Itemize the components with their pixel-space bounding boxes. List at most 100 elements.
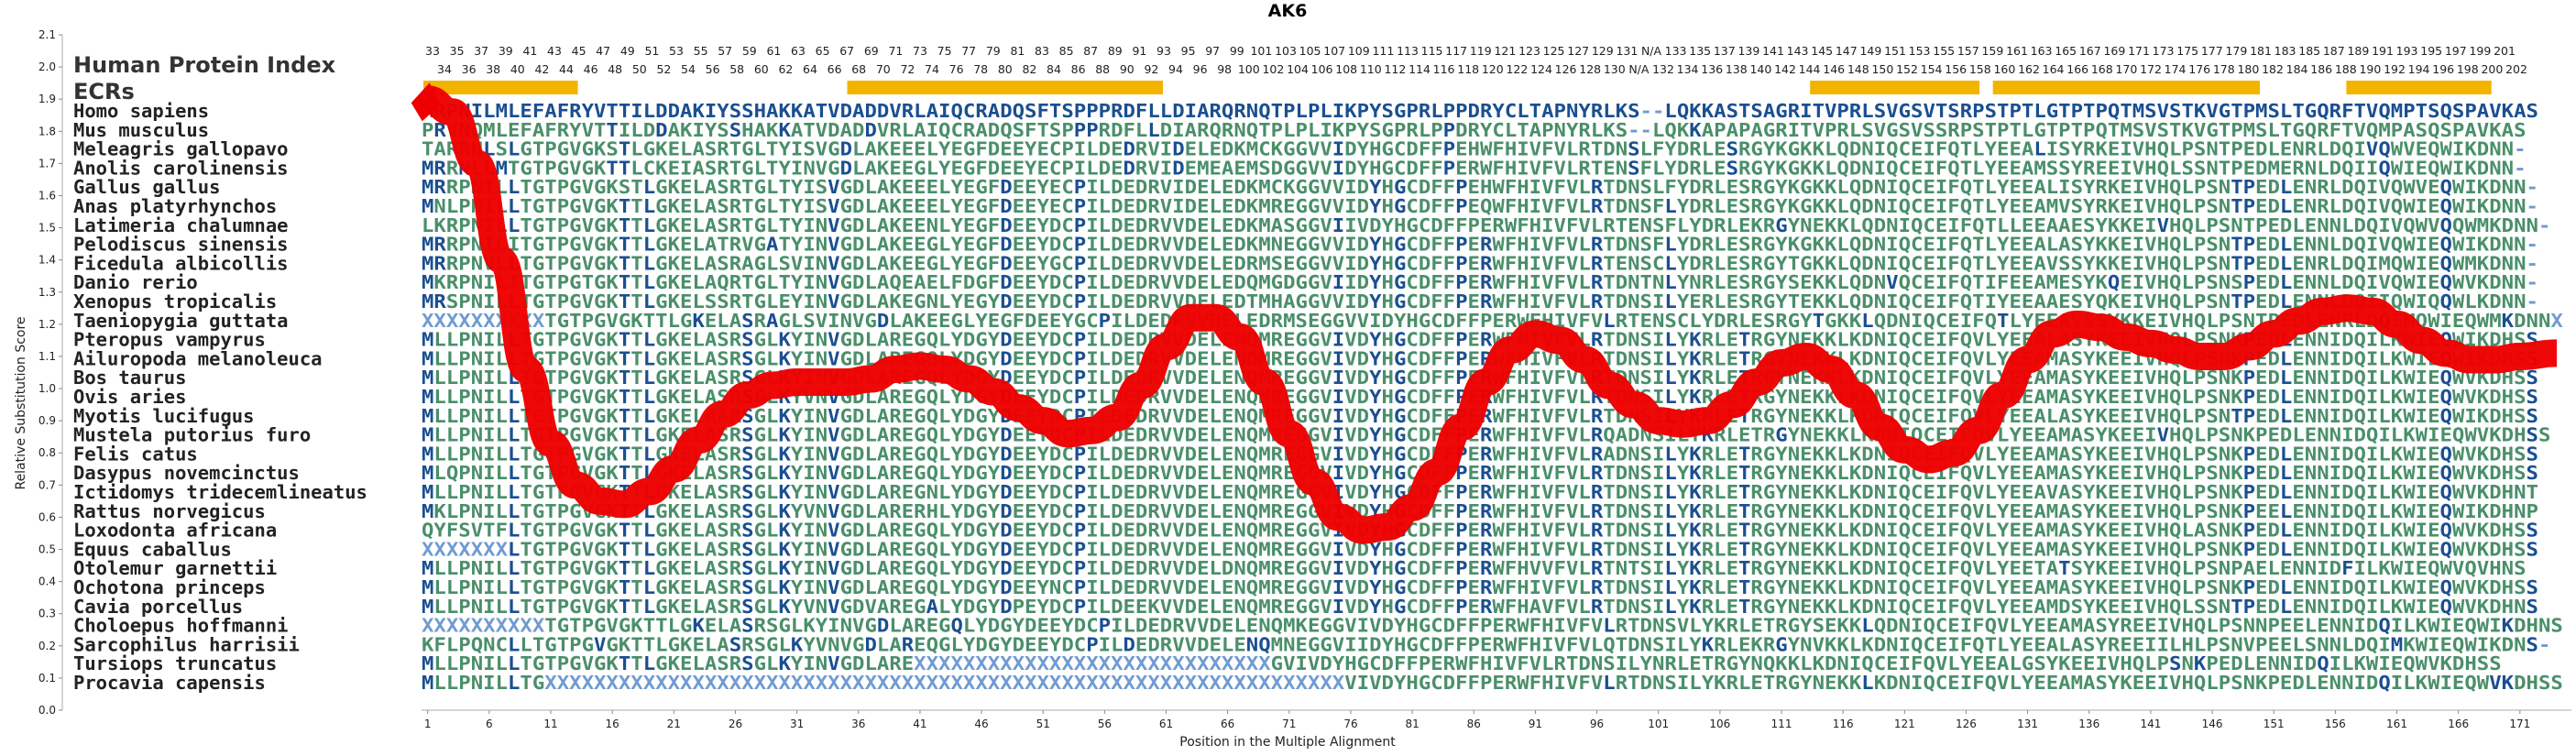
header-index-top: 67	[839, 44, 854, 58]
x-tick-label: 36	[851, 718, 865, 730]
header-index-bottom: 78	[973, 62, 988, 76]
header-index-top: 83	[1035, 44, 1049, 58]
x-tick-label: 161	[2386, 718, 2407, 730]
header-index-top: 51	[644, 44, 659, 58]
header-index-bottom: 50	[632, 62, 647, 76]
header-index-top: 161	[2006, 44, 2028, 58]
header-index-bottom: 114	[1409, 62, 1431, 76]
header-index-top: 103	[1275, 44, 1297, 58]
header-index-top: 121	[1494, 44, 1516, 58]
header-index-bottom: 126	[1555, 62, 1577, 76]
header-index-top: 155	[1933, 44, 1955, 58]
alignment-rows: Homo sapiens MRPNILMLEFAFRYVTTILDDAKIYSSH…	[73, 100, 2563, 694]
header-index-top: 145	[1811, 44, 1833, 58]
y-tick-label: 1.1	[38, 350, 56, 363]
species-label: Latimeria chalumnae	[73, 214, 289, 236]
species-label: Homo sapiens	[73, 100, 209, 122]
y-tick-label: 0.0	[38, 704, 56, 717]
sequence-row: MLLPNILLTGTPGVGKTTLGKELASRSGLKYINVGDLARE…	[422, 576, 2538, 598]
header-index-top: 75	[937, 44, 952, 58]
x-tick-label: 106	[1709, 718, 1730, 730]
header-index-bottom: 190	[2359, 62, 2381, 76]
y-tick-label: 1.3	[38, 286, 56, 299]
header-index-top: 157	[1957, 44, 1979, 58]
header-index-top: 59	[742, 44, 757, 58]
header-index-bottom: 38	[486, 62, 500, 76]
x-tick-label: 6	[486, 718, 493, 730]
y-tick-label: 2.0	[38, 60, 56, 73]
header-index-bottom: 34	[437, 62, 452, 76]
header-index-bottom: 84	[1047, 62, 1061, 76]
header-index-top: 191	[2372, 44, 2394, 58]
sequence-row: MRRPNILLTGTPGVGKSTLGKELASRTGLTYISVGDLAKE…	[422, 176, 2538, 198]
x-tick-label: 1	[424, 718, 432, 730]
header-index-bottom: 106	[1311, 62, 1333, 76]
species-label: Ficedula albicollis	[73, 252, 289, 274]
header-index-top: 113	[1397, 44, 1419, 58]
header-index-top: 65	[816, 44, 830, 58]
x-tick-label: 31	[790, 718, 804, 730]
x-tick-label: 76	[1343, 718, 1357, 730]
species-label: Ailuropoda melanoleuca	[73, 347, 323, 369]
header-index-top: 179	[2225, 44, 2247, 58]
header-index-top: 39	[499, 44, 513, 58]
curve-start-marker	[411, 82, 441, 122]
header-index-bottom: 136	[1701, 62, 1723, 76]
header-index-bottom: 82	[1022, 62, 1036, 76]
y-axis: 0.0 0.1 0.2 0.3 0.4 0.5 0.6 0.7 0.8 0.9 1.0 1.1 1.2 1…	[38, 28, 63, 717]
y-tick-label: 0.2	[38, 640, 56, 652]
species-label: Myotis lucifugus	[73, 405, 254, 427]
header-index-bottom: 92	[1144, 62, 1158, 76]
sequence-row: MRRPNVLLTGTPGVGKTTLGKELASRAGLSVINVGDLAKE…	[422, 252, 2538, 274]
header-index-top: 93	[1156, 44, 1171, 58]
y-tick-label: 1.7	[38, 157, 56, 170]
x-tick-label: 171	[2509, 718, 2530, 730]
species-label: Cavia porcellus	[73, 596, 243, 618]
x-tick-label: 91	[1529, 718, 1542, 730]
header-index-bottom: 64	[803, 62, 817, 76]
header-index-bottom: 162	[2018, 62, 2040, 76]
chart-title: AK6	[1268, 1, 1308, 21]
header-index-top: 123	[1518, 44, 1540, 58]
species-label: Equus caballus	[73, 538, 232, 560]
header-index-bottom: 200	[2481, 62, 2503, 76]
header-index-top: 137	[1714, 44, 1736, 58]
sequence-row: MLLPNILLTGTPGVGKTTLGKELASRSGLKYINVGDLARE…	[422, 652, 2502, 674]
header-index-top: 105	[1299, 44, 1321, 58]
header-index-bottom: 134	[1677, 62, 1699, 76]
header-index-top: 107	[1323, 44, 1345, 58]
header-index-bottom: 44	[559, 62, 574, 76]
header-index-top: 171	[2128, 44, 2150, 58]
x-tick-label: 116	[1833, 718, 1854, 730]
header-index-top: 183	[2275, 44, 2296, 58]
header-index-top: 119	[1470, 44, 1492, 58]
x-tick-label: 121	[1894, 718, 1915, 730]
header-index-bottom: 142	[1774, 62, 1796, 76]
sequence-row: MLLPNILLTGTPGVGKTTLGKELASRSGLKYVNVGDVARE…	[422, 596, 2538, 618]
header-index-top: 143	[1787, 44, 1809, 58]
species-label: Taeniopygia guttata	[73, 310, 289, 332]
header-index-top: 147	[1836, 44, 1858, 58]
header-index-top: 151	[1884, 44, 1906, 58]
ecr-bar	[1992, 81, 2260, 94]
ecr-bar	[423, 81, 578, 94]
header-index-top: 131	[1616, 44, 1638, 58]
species-label: Felis catus	[73, 443, 198, 465]
header-index-bottom: 196	[2432, 62, 2454, 76]
x-axis: 1 6 11 16 21 26 31 36 41 46 51 56 61 66 71 76 81 86 91 96 10…	[422, 709, 2571, 730]
ecr-bar	[1810, 81, 1980, 94]
header-index-bottom: 156	[1945, 62, 1967, 76]
header-index-top: 49	[620, 44, 635, 58]
x-axis-label: Position in the Multiple Alignment	[1179, 735, 1396, 750]
x-tick-label: 86	[1467, 718, 1481, 730]
header-index-top: 81	[1010, 44, 1025, 58]
header-index-bottom: 80	[998, 62, 1013, 76]
header-index-bottom: 166	[2066, 62, 2088, 76]
species-label: Bos taurus	[73, 367, 186, 389]
header-index-bottom: 112	[1384, 62, 1406, 76]
sequence-row: MLLPNILLTGTPGVGKTTLGKELASRSGLKYINVGDLARE…	[422, 329, 2538, 351]
y-tick-label: 0.1	[38, 672, 56, 685]
header-index-top: 45	[572, 44, 586, 58]
sequence-row: MLLPNILLTGTPGVGKTTLGKELASRSGLKYVNVGDLARE…	[422, 386, 2538, 408]
